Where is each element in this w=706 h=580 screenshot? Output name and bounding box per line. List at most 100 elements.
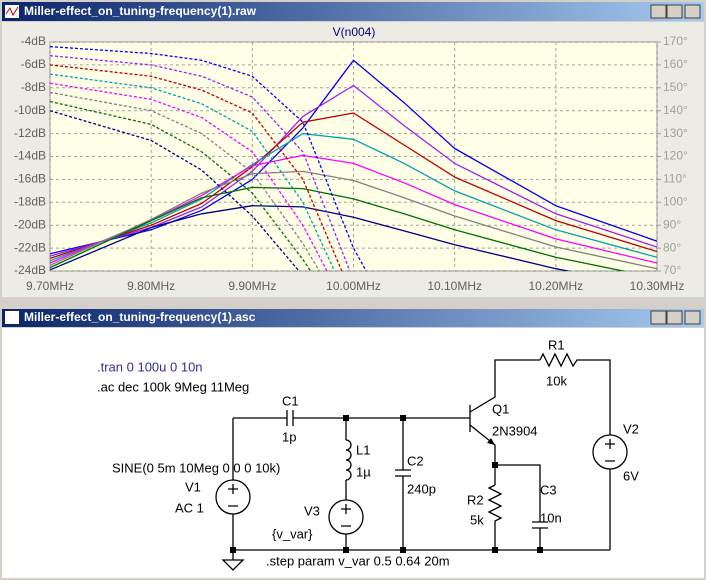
trace <box>50 55 351 271</box>
y-tick-label: -10dB <box>14 103 46 117</box>
label: 10k <box>546 373 567 388</box>
y2-tick-label: 100° <box>663 194 688 208</box>
trace <box>50 112 657 260</box>
junctions <box>230 415 543 553</box>
label: L1 <box>356 442 370 457</box>
trace <box>50 170 657 270</box>
label: 2N3904 <box>492 423 538 438</box>
app-icon <box>5 311 19 324</box>
chart: 9.70MHz 9.80MHz 9.90MHz 10.00MHz 10.10MHz 10.… <box>14 34 688 293</box>
trace-title: V(n004) <box>333 25 376 39</box>
trace <box>50 186 627 271</box>
trace <box>50 205 572 271</box>
label: {v_var} <box>272 526 313 541</box>
label: R2 <box>467 492 484 507</box>
y-tick-label: -22dB <box>14 240 46 254</box>
trace <box>50 132 657 262</box>
y2-tick-label: 140° <box>663 103 688 117</box>
trace <box>50 45 367 271</box>
window-buttons[interactable] <box>650 4 701 19</box>
title-bar <box>2 2 704 21</box>
ground <box>221 559 245 571</box>
x-tick-label: 10.20MHz <box>528 279 583 293</box>
label: 6V <box>623 468 639 483</box>
y-tick-label: -24dB <box>14 263 46 277</box>
y2-tick-label: 70° <box>663 263 681 277</box>
traces <box>50 45 657 271</box>
schematic: .tran 0 100u 0 10n .ac dec 100k 9Meg 11M… <box>97 337 639 571</box>
y2-tick-label: 80° <box>663 240 681 254</box>
schematic-canvas <box>2 328 704 578</box>
v1 <box>215 479 251 515</box>
c3 <box>532 521 548 529</box>
v3 <box>328 499 364 535</box>
y2-tick-label: 170° <box>663 34 688 48</box>
emitter-arrow <box>487 438 495 445</box>
y2-tick-label: 90° <box>663 217 681 231</box>
label: R1 <box>548 337 565 352</box>
minimize[interactable] <box>650 310 667 325</box>
trace <box>50 73 336 271</box>
maximize[interactable] <box>666 4 683 19</box>
label: AC 1 <box>175 500 204 515</box>
directive: .step param v_var 0.5 0.64 20m <box>266 553 450 568</box>
x-tick-label: 9.70MHz <box>26 279 74 293</box>
title-bar <box>2 309 704 327</box>
label: V1 <box>185 479 201 494</box>
window-buttons[interactable] <box>650 310 701 325</box>
label: V3 <box>304 503 320 518</box>
y2-tick-label: 120° <box>663 149 688 163</box>
y-tick-label: -16dB <box>14 172 46 186</box>
trace <box>50 91 321 271</box>
label: 1µ <box>356 464 371 479</box>
maximize[interactable] <box>666 310 683 325</box>
directive: .ac dec 100k 9Meg 11Meg <box>97 379 249 394</box>
y-tick-label: -12dB <box>14 126 46 140</box>
label: 1p <box>282 429 296 444</box>
x-tick-label: 9.80MHz <box>127 279 175 293</box>
x-tick-label: 10.00MHz <box>326 279 381 293</box>
window-title: Miller-effect_on_tuning-frequency(1).asc <box>24 310 256 324</box>
trace <box>50 64 343 271</box>
c1 <box>286 410 294 426</box>
wires <box>232 359 611 560</box>
r1 <box>539 352 580 368</box>
trace <box>50 84 657 257</box>
y2-tick-label: 150° <box>663 80 688 94</box>
trace <box>50 154 657 264</box>
trace <box>50 100 312 271</box>
l1 <box>345 439 352 481</box>
label: C3 <box>540 482 557 497</box>
label: Q1 <box>492 401 509 416</box>
window-title: Miller-effect_on_tuning-frequency(1).raw <box>24 4 257 18</box>
label: 10n <box>540 510 562 525</box>
label: V2 <box>623 421 639 436</box>
app-icon <box>5 6 19 17</box>
directive: .tran 0 100u 0 10n <box>97 359 203 374</box>
x-tick-label: 10.10MHz <box>427 279 482 293</box>
y-tick-label: -20dB <box>14 217 46 231</box>
y2-tick-label: 110° <box>663 172 687 186</box>
close[interactable] <box>684 310 701 325</box>
minimize[interactable] <box>650 4 667 19</box>
y-tick-label: -6dB <box>21 57 46 71</box>
y-tick-label: -4dB <box>21 34 46 48</box>
label: 240p <box>407 481 436 496</box>
polarity <box>228 439 615 527</box>
c2 <box>395 469 411 477</box>
close[interactable] <box>684 4 701 19</box>
v2 <box>592 434 628 470</box>
label: C2 <box>407 453 424 468</box>
y-tick-label: -14dB <box>14 149 46 163</box>
x-tick-label: 10.30MHz <box>630 279 685 293</box>
label: SINE(0 5m 10Meg 0 0 0 10k) <box>112 460 280 475</box>
r2 <box>487 484 503 530</box>
label: 5k <box>470 512 484 527</box>
y2-tick-label: 160° <box>663 57 688 71</box>
y-tick-label: -18dB <box>14 194 46 208</box>
label: C1 <box>282 393 299 408</box>
y2-tick-label: 130° <box>663 126 688 140</box>
y-tick-label: -8dB <box>21 80 46 94</box>
x-tick-label: 9.90MHz <box>228 279 276 293</box>
